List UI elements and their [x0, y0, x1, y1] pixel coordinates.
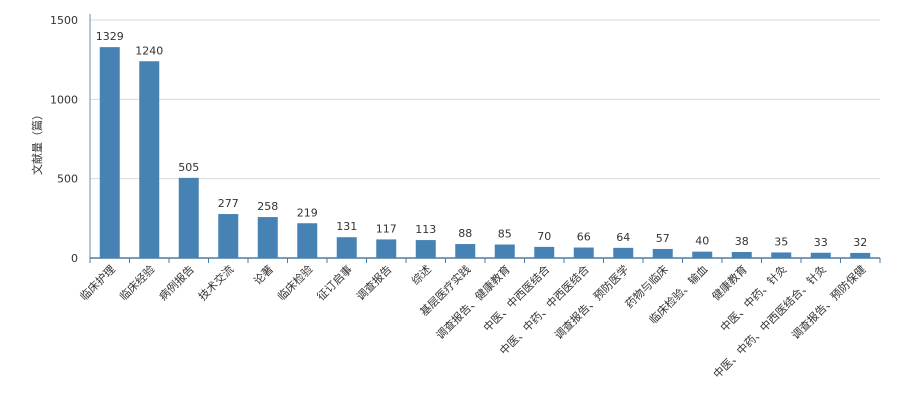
bar[interactable] — [771, 252, 792, 258]
bar[interactable] — [731, 251, 752, 258]
category-label: 临床检验 — [274, 262, 315, 303]
bar[interactable] — [534, 246, 555, 258]
bar[interactable] — [218, 214, 239, 258]
category-label: 调查报告 — [353, 262, 394, 303]
data-label: 57 — [656, 232, 670, 245]
category-label: 病例报告 — [156, 262, 197, 303]
y-axis-title: 文献量（篇） — [30, 109, 44, 175]
bar[interactable] — [652, 248, 673, 258]
data-label: 70 — [537, 230, 551, 243]
data-label: 88 — [458, 227, 472, 240]
category-label: 调查报告、预防保健 — [788, 262, 868, 342]
data-label: 277 — [218, 197, 239, 210]
bar[interactable] — [494, 244, 515, 258]
bar[interactable] — [376, 239, 397, 258]
category-labels: 临床护理 临床经验 病例报告 技术交流 论著 临床检验 征订启事 调查报告 综述基层医疗实践调查… — [77, 262, 869, 381]
data-label: 35 — [774, 235, 788, 248]
bar[interactable] — [257, 217, 278, 258]
data-label: 33 — [814, 236, 828, 249]
y-tick-label: 1500 — [50, 14, 78, 27]
data-label: 40 — [695, 235, 709, 248]
category-label: 技术交流 — [195, 262, 236, 303]
bar[interactable] — [415, 240, 436, 258]
bar[interactable] — [139, 61, 160, 259]
y-tick-label: 500 — [57, 173, 78, 186]
data-label: 117 — [376, 222, 397, 235]
data-label: 131 — [336, 220, 357, 233]
data-labels: 1329 1240 505 277 258 219 131 117 113 88 85 70 66 64 5… — [96, 30, 868, 249]
data-label: 66 — [577, 231, 591, 244]
data-label: 85 — [498, 228, 512, 241]
category-label: 综述 — [408, 262, 433, 287]
bar[interactable] — [692, 251, 713, 258]
bar[interactable] — [573, 247, 594, 258]
data-label: 258 — [257, 200, 278, 213]
data-label: 1240 — [135, 44, 163, 57]
data-label: 1329 — [96, 30, 124, 43]
data-label: 64 — [616, 231, 630, 244]
category-label: 健康教育 — [709, 262, 750, 303]
bar[interactable] — [178, 177, 199, 258]
data-label: 113 — [415, 223, 436, 236]
data-label: 32 — [853, 236, 867, 249]
category-label: 临床护理 — [77, 262, 118, 303]
data-label: 38 — [735, 235, 749, 248]
y-tick-label: 0 — [71, 252, 78, 265]
category-label: 征订启事 — [315, 263, 355, 303]
bar[interactable] — [613, 247, 634, 258]
category-label: 调查报告、预防医学 — [551, 262, 631, 342]
bar[interactable] — [455, 244, 476, 258]
category-label: 中医、中药、针灸 — [717, 262, 789, 334]
bar[interactable] — [810, 252, 831, 258]
bar[interactable] — [850, 252, 871, 258]
gridlines — [90, 19, 880, 180]
data-label: 505 — [178, 161, 199, 174]
category-label: 中医、中西医结合 — [480, 262, 552, 334]
bar[interactable] — [99, 47, 120, 258]
bar[interactable] — [336, 237, 357, 258]
category-label: 论著 — [250, 262, 275, 287]
bar[interactable] — [297, 223, 318, 258]
data-label: 219 — [297, 206, 318, 219]
y-tick-label: 1000 — [50, 93, 78, 106]
bars — [99, 47, 871, 259]
category-label: 临床经验 — [116, 262, 157, 303]
category-label: 调查报告、健康教育 — [433, 262, 513, 342]
